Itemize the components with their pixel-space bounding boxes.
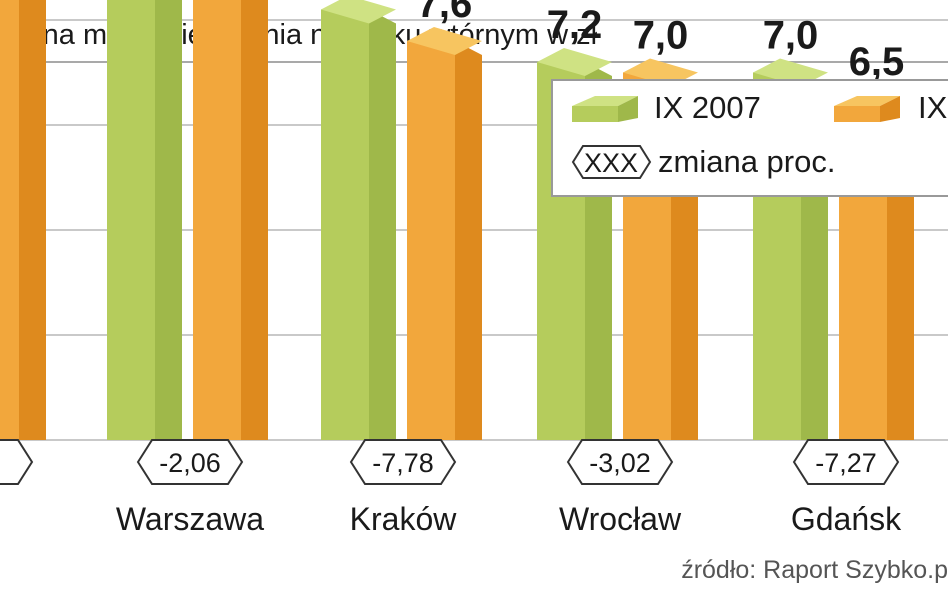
- bar-ix-2007-1-front: [107, 0, 155, 440]
- bar-ix-2007-3: [537, 48, 612, 440]
- bar-ix-2: [407, 27, 482, 440]
- change-label-2: -7,78: [372, 448, 434, 478]
- legend-swatch-ix: [834, 96, 900, 122]
- change-hexagon-4: [792, 439, 900, 485]
- legend-change-sample: XXX: [584, 148, 638, 178]
- value-label-ix-2007-3: 7,2: [547, 3, 603, 47]
- bar-ix-0-side: [19, 0, 46, 440]
- change-label-1: -2,06: [159, 448, 221, 478]
- legend-label-ix-2007: IX 2007: [654, 90, 761, 125]
- chart-title: cena mkw. mieszkania na rynku wtórnym w …: [12, 19, 598, 51]
- value-label-ix-4: 6,5: [849, 40, 905, 84]
- bar-ix-2007-2-side: [369, 9, 396, 440]
- bar-ix-2007-3-top: [537, 48, 612, 76]
- change-label-3: -3,02: [589, 448, 651, 478]
- legend-change-label: zmiana proc.: [658, 144, 835, 179]
- change-hexagon-3: [566, 439, 674, 485]
- legend-swatch-ix-2007: [572, 96, 638, 122]
- category-label-1: Warszawa: [116, 501, 264, 537]
- legend-label-ix: IX: [918, 90, 948, 125]
- bar-ix-2007-2: [321, 0, 396, 440]
- labels: 0,72ot9,18,9-2,06Warszawa8,27,6-7,78Krak…: [0, 0, 904, 537]
- change-hexagon-1: [136, 439, 244, 485]
- value-label-ix-2007-4: 7,0: [763, 14, 819, 58]
- bar-ix-1-side: [241, 0, 268, 440]
- value-label-ix-3: 7,0: [633, 14, 689, 58]
- bar-ix-2007-2-top: [321, 0, 396, 24]
- bar-ix-2007-2-front: [321, 9, 369, 440]
- bar-ix-0-front: [0, 0, 19, 440]
- legend-green-swatch-top: [572, 96, 638, 106]
- category-label-4: Gdańsk: [791, 501, 902, 537]
- category-label-3: Wrocław: [559, 501, 682, 537]
- bar-ix-2-top: [407, 27, 482, 55]
- legend-orange-swatch-top: [834, 96, 900, 106]
- source-note: źródło: Raport Szybko.p: [681, 556, 948, 584]
- bar-ix-1: [193, 0, 268, 440]
- legend: IX 2007 IX XXX zmiana proc.: [551, 79, 948, 197]
- legend-orange-swatch-side: [880, 96, 900, 122]
- change-hexagon-2: [349, 439, 457, 485]
- bar-ix-1-front: [193, 0, 241, 440]
- change-hexagon-0: [0, 439, 34, 485]
- category-label-2: Kraków: [350, 501, 458, 537]
- legend-orange-swatch-front: [834, 106, 880, 122]
- legend-green-swatch-side: [618, 96, 638, 122]
- bar-ix-2007-1: [107, 0, 182, 440]
- value-label-ix-2: 7,6: [417, 0, 473, 26]
- bar-ix-2-side: [455, 41, 482, 440]
- legend-green-swatch-front: [572, 106, 618, 122]
- bars: [0, 0, 914, 440]
- bar-ix-2-front: [407, 41, 455, 440]
- bar-ix-2007-1-side: [155, 0, 182, 440]
- legend-change-hexagon: [571, 145, 652, 179]
- change-label-4: -7,27: [815, 448, 877, 478]
- bar-ix-0: [0, 0, 46, 440]
